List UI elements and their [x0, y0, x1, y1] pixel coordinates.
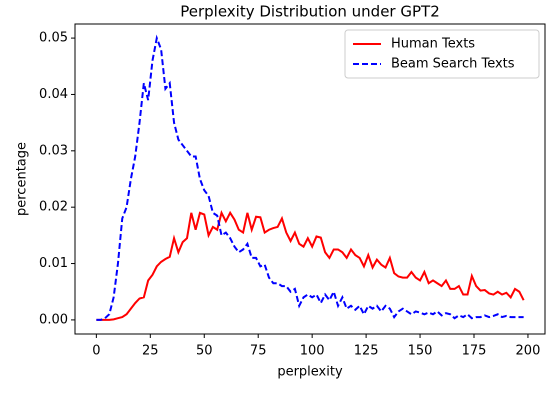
- x-tick-label: 100: [300, 344, 325, 359]
- x-tick-label: 175: [462, 344, 487, 359]
- x-tick-label: 0: [92, 344, 100, 359]
- x-axis-label: perplexity: [277, 365, 343, 380]
- y-tick-label: 0.04: [39, 87, 68, 102]
- x-tick-label: 25: [142, 344, 159, 359]
- plot-frame: [74, 23, 546, 335]
- legend-label: Beam Search Texts: [391, 57, 515, 72]
- x-tick-label: 150: [408, 344, 433, 359]
- x-tick-label: 125: [354, 344, 379, 359]
- series-line: [96, 210, 525, 321]
- x-tick-label: 50: [196, 344, 213, 359]
- x-tick-label: 200: [516, 344, 541, 359]
- y-tick-label: 0.00: [39, 312, 68, 327]
- y-tick-label: 0.05: [39, 31, 68, 46]
- y-axis-label: percentage: [15, 142, 30, 216]
- legend-box: [344, 29, 540, 79]
- x-tick-label: 75: [250, 344, 267, 359]
- y-tick-label: 0.01: [39, 256, 68, 271]
- series-line: [96, 34, 524, 321]
- chart-title: Perplexity Distribution under GPT2: [180, 3, 439, 21]
- legend-label: Human Texts: [391, 37, 475, 52]
- y-tick-label: 0.03: [39, 143, 68, 158]
- y-tick-label: 0.02: [39, 200, 68, 215]
